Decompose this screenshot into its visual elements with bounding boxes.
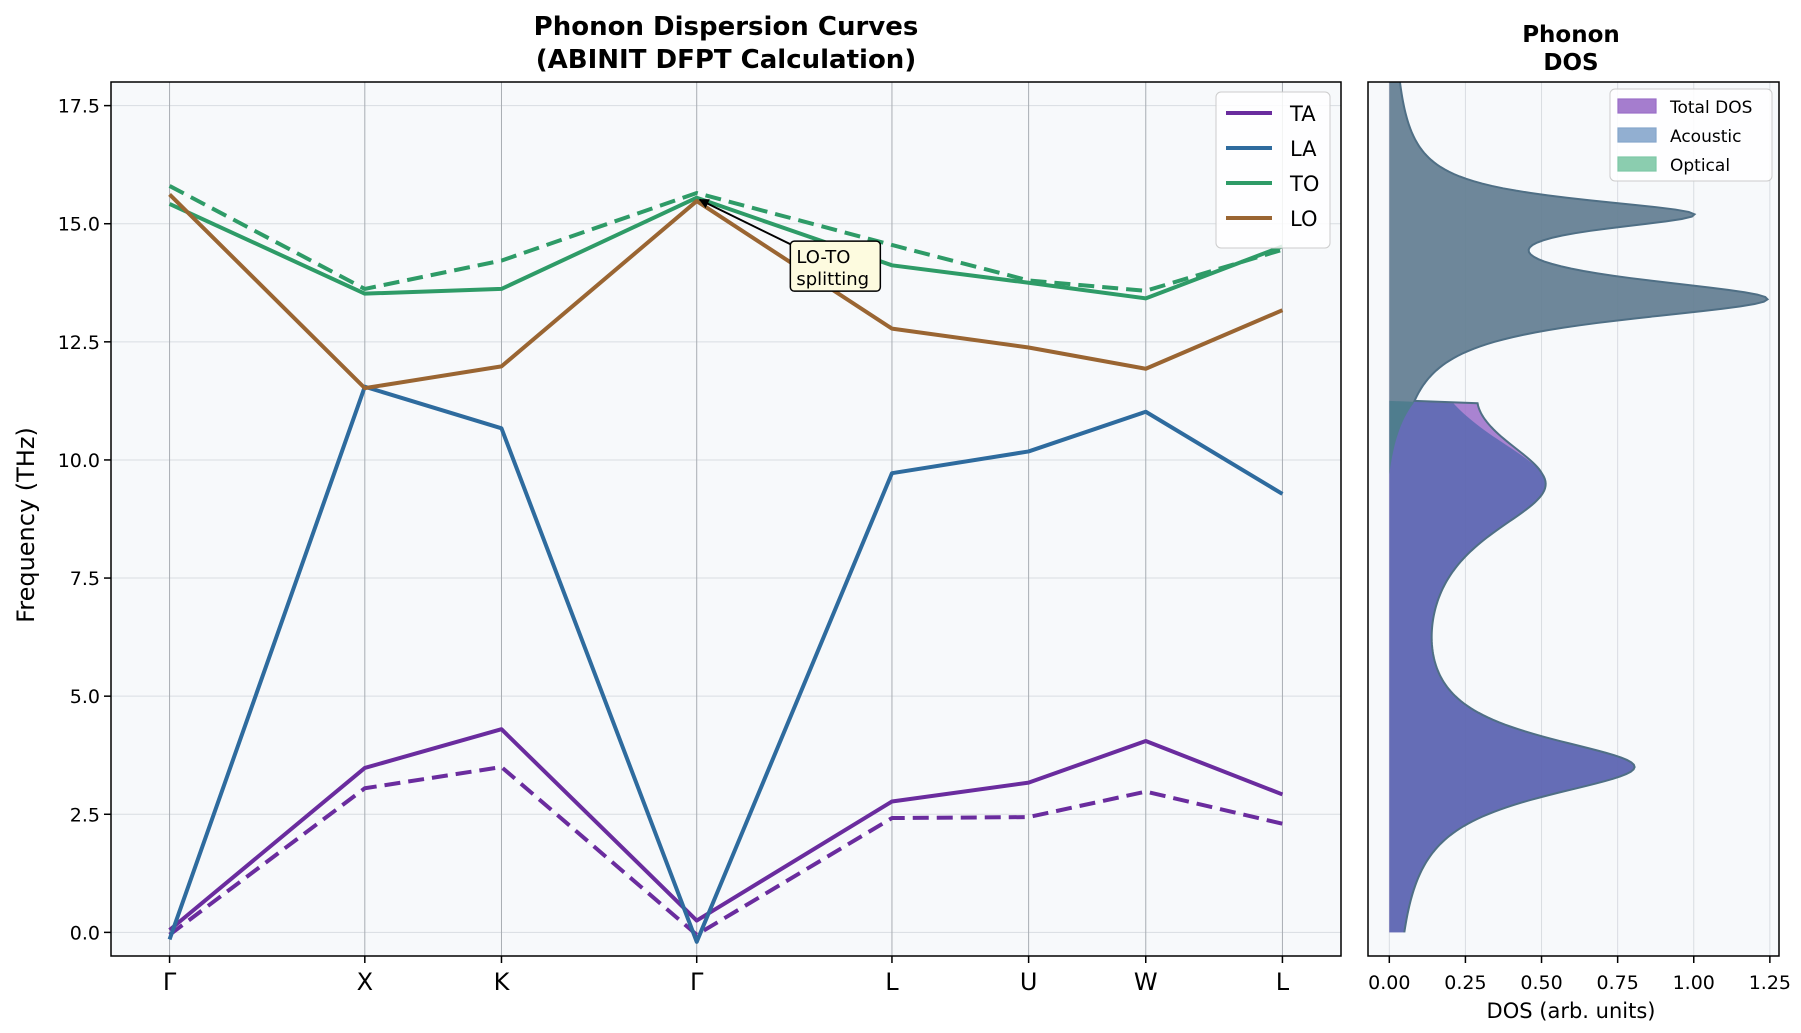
x-tick-label: L (885, 968, 899, 996)
legend-label-TO: TO (1289, 172, 1319, 196)
annotation-text: splitting (796, 269, 869, 290)
acoustic-dos-area (1389, 82, 1635, 933)
annotation-text: LO-TO (796, 247, 850, 268)
y-tick-label: 7.5 (70, 568, 100, 590)
x-tick-label: Γ (163, 968, 177, 996)
dos-legend-swatch (1617, 98, 1657, 114)
y-tick-label: 10.0 (58, 450, 100, 472)
optical-dos-area (1389, 82, 1768, 933)
series-line-1 (168, 765, 1283, 937)
dispersion-y-axis-label: Frequency (THz) (12, 427, 40, 623)
x-tick-label: L (1276, 968, 1290, 996)
dos-x-tick-label: 0.50 (1520, 972, 1562, 994)
dispersion-subtitle: (ABINIT DFPT Calculation) (536, 45, 916, 75)
dos-x-tick-label: 1.25 (1749, 972, 1791, 994)
legend-label-LO: LO (1290, 207, 1317, 231)
dos-legend-swatch (1617, 127, 1657, 143)
dos-legend: Total DOS Acoustic Optical (1609, 88, 1773, 182)
y-tick-label: 17.5 (58, 96, 100, 118)
annotation-arrow (698, 198, 797, 249)
dos-subtitle: DOS (1543, 50, 1598, 76)
series-line-4 (168, 184, 1284, 293)
dos-x-axis-label: DOS (arb. units) (1487, 999, 1656, 1023)
legend-label-TA: TA (1289, 102, 1316, 126)
x-tick-label: X (357, 968, 373, 996)
y-tick-label: 2.5 (70, 804, 100, 826)
dos-x-tick-label: 0.00 (1368, 972, 1410, 994)
series-line-3 (168, 195, 1284, 301)
annotation-box (789, 240, 882, 292)
dispersion-title: Phonon Dispersion Curves (534, 12, 919, 42)
dos-x-tick-label: 0.75 (1596, 972, 1638, 994)
dos-x-ticks: 0.00 0.25 0.50 0.75 1.00 1.25 (1368, 956, 1791, 994)
y-tick-label: 15.0 (58, 214, 100, 236)
dos-legend-label: Total DOS (1669, 98, 1752, 118)
dos-legend-label: Acoustic (1670, 127, 1741, 147)
x-tick-label: W (1134, 968, 1158, 996)
dos-title: Phonon (1522, 22, 1620, 48)
x-tick-label: Γ (690, 968, 704, 996)
total-dos-outline (1398, 81, 1770, 933)
dispersion-y-ticks: 0.0 2.5 5.0 7.5 10.0 12.5 15.0 17.5 (58, 96, 111, 944)
dos-legend-label: Optical (1670, 156, 1730, 176)
dos-legend-swatch (1617, 156, 1657, 172)
series-line-2 (167, 384, 1284, 944)
dos-x-tick-label: 0.25 (1444, 972, 1486, 994)
x-tick-label: K (494, 968, 511, 996)
dos-x-tick-label: 1.00 (1673, 972, 1715, 994)
dispersion-grid (111, 82, 1341, 956)
y-tick-label: 5.0 (70, 686, 100, 708)
dos-areas (1389, 81, 1770, 933)
dispersion-lines (167, 184, 1284, 944)
y-tick-label: 0.0 (70, 922, 100, 944)
x-tick-label: U (1020, 968, 1038, 996)
y-tick-label: 12.5 (58, 332, 100, 354)
legend-box (1215, 91, 1331, 249)
dispersion-legend: TA LA TO LO (1215, 91, 1331, 249)
dos-frame (1367, 81, 1780, 957)
series-line-0 (168, 727, 1284, 932)
legend-label-LA: LA (1290, 137, 1317, 161)
dispersion-frame (110, 81, 1342, 957)
